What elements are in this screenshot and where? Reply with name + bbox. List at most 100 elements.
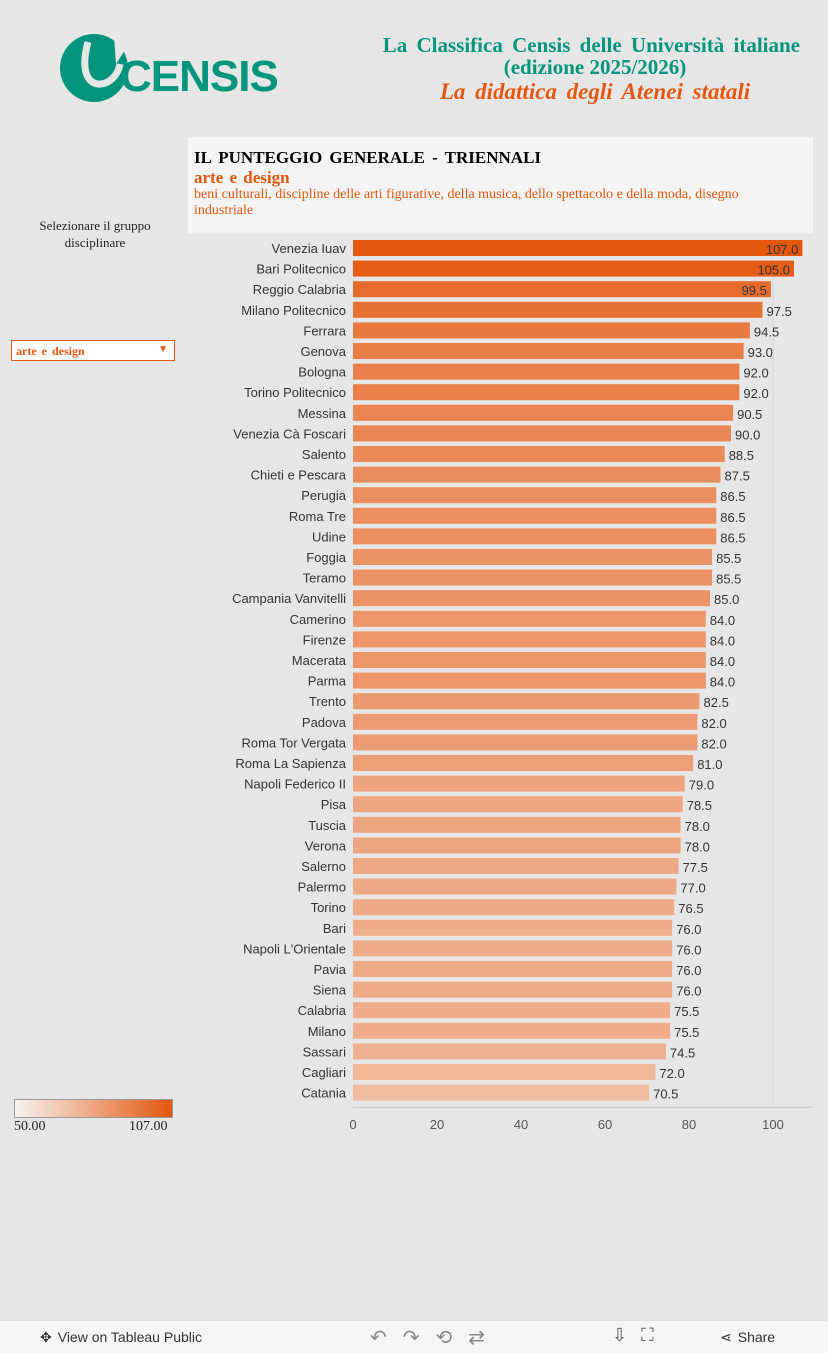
category-label: Teramo: [303, 571, 346, 586]
bar: [353, 590, 710, 607]
value-label: 93.0: [748, 345, 773, 360]
value-label: 74.5: [670, 1045, 695, 1060]
value-label: 92.0: [743, 386, 768, 401]
value-label: 105.0: [757, 263, 790, 278]
category-label: Catania: [301, 1086, 347, 1101]
category-label: Calabria: [298, 1003, 347, 1018]
category-label: Macerata: [292, 653, 347, 668]
view-controls: ⇩⛶: [612, 1325, 668, 1346]
category-label: Venezia Iuav: [272, 241, 347, 256]
dropdown-value: arte e design: [16, 344, 85, 358]
chart-group: arte e design: [194, 168, 290, 187]
bar: [353, 549, 713, 565]
fullscreen-icon[interactable]: ⛶: [641, 1325, 668, 1345]
category-label: Torino Politecnico: [244, 385, 346, 400]
value-label: 82.0: [701, 716, 726, 731]
chart-header-panel: IL PUNTEGGIO GENERALE - TRIENNALI arte e…: [188, 137, 813, 233]
value-label: 86.5: [720, 489, 745, 504]
bar: [353, 260, 794, 277]
value-label: 70.5: [653, 1087, 678, 1102]
undo-icon[interactable]: ↶: [370, 1327, 403, 1349]
category-label: Trento: [309, 694, 346, 709]
bar: [353, 1022, 671, 1039]
bar: [353, 322, 750, 339]
category-label: Campania Vanvitelli: [232, 591, 346, 606]
value-label: 76.0: [676, 963, 701, 978]
value-label: 79.0: [689, 778, 714, 793]
value-label: 94.5: [754, 324, 779, 339]
censis-logo: [58, 34, 278, 104]
bar: [353, 363, 740, 380]
category-label: Foggia: [306, 550, 347, 565]
bar: [353, 796, 683, 813]
category-label: Bari Politecnico: [256, 262, 346, 277]
value-label: 76.0: [676, 922, 701, 937]
bar: [353, 425, 731, 442]
bar: [353, 693, 700, 710]
value-label: 84.0: [710, 675, 735, 690]
share-button[interactable]: ⋖ Share: [720, 1329, 775, 1346]
page-edition: (edizione 2025/2026): [503, 55, 687, 79]
share-icon: ⋖: [720, 1329, 732, 1345]
category-label: Roma Tor Vergata: [241, 735, 346, 750]
value-label: 84.0: [710, 613, 735, 628]
bar: [353, 487, 717, 504]
category-label: Chieti e Pescara: [251, 468, 347, 483]
category-label: Salento: [302, 447, 346, 462]
category-label: Perugia: [301, 488, 347, 503]
redo-icon[interactable]: ↷: [402, 1327, 436, 1349]
value-label: 75.5: [674, 1004, 699, 1019]
value-label: 82.5: [704, 695, 729, 710]
bar: [353, 961, 673, 977]
download-icon[interactable]: ⇩: [612, 1325, 642, 1345]
value-label: 77.5: [683, 860, 708, 875]
bar: [353, 940, 673, 957]
value-label: 78.5: [687, 798, 712, 813]
filter-label: Selezionare il gruppo disciplinare: [39, 218, 151, 250]
tableau-footer: ✥ View on Tableau Public ↶↷⟲⇄ ⇩⛶ ⋖ Share: [0, 1320, 828, 1353]
value-label: 85.0: [714, 592, 739, 607]
value-label: 88.5: [729, 448, 754, 463]
value-label: 75.5: [674, 1025, 699, 1040]
category-label: Roma La Sapienza: [235, 756, 346, 771]
category-label: Messina: [298, 406, 347, 421]
censis-logo-mark-icon: [60, 34, 134, 102]
group-dropdown[interactable]: arte e design ▼: [11, 340, 175, 361]
bar-chart: Venezia Iuav 107.0 Bari Politecnico 105.0 Re…: [232, 240, 813, 1132]
category-label: Napoli L'Orientale: [243, 941, 346, 956]
bar: [353, 837, 681, 854]
value-label: 76.0: [676, 942, 701, 957]
category-label: Sassari: [303, 1044, 346, 1059]
bar: [353, 404, 734, 421]
chart-heading: IL PUNTEGGIO GENERALE - TRIENNALI: [194, 148, 542, 167]
x-tick-label: 100: [762, 1117, 784, 1132]
value-label: 92.0: [743, 366, 768, 381]
share-label: Share: [737, 1329, 776, 1345]
category-label: Bologna: [298, 365, 346, 380]
category-label: Genova: [300, 344, 346, 359]
category-label: Venezia Cà Foscari: [233, 426, 346, 441]
history-controls: ↶↷⟲⇄: [370, 1325, 501, 1350]
category-label: Camerino: [290, 612, 346, 627]
legend-min: 50.00: [14, 1119, 46, 1134]
chevron-down-icon: ▼: [158, 344, 168, 355]
refresh-icon[interactable]: ⇄: [468, 1327, 502, 1349]
bar: [353, 858, 679, 874]
revert-icon[interactable]: ⟲: [435, 1327, 469, 1349]
bar: [353, 610, 706, 627]
color-legend: [14, 1099, 173, 1118]
bar: [353, 755, 694, 771]
category-label: Reggio Calabria: [253, 282, 347, 297]
category-label: Tuscia: [308, 818, 347, 833]
category-label: Padova: [302, 715, 347, 730]
view-on-tableau-link[interactable]: ✥ View on Tableau Public: [40, 1329, 202, 1346]
category-label: Torino: [311, 900, 346, 915]
bar: [353, 919, 673, 936]
value-label: 76.0: [676, 984, 701, 999]
page-subtitle: La didattica degli Atenei statali: [439, 79, 751, 104]
value-label: 78.0: [685, 819, 710, 834]
value-label: 107.0: [766, 242, 799, 257]
x-tick-label: 60: [598, 1117, 612, 1132]
x-tick-label: 40: [514, 1117, 528, 1132]
bar: [353, 981, 673, 998]
